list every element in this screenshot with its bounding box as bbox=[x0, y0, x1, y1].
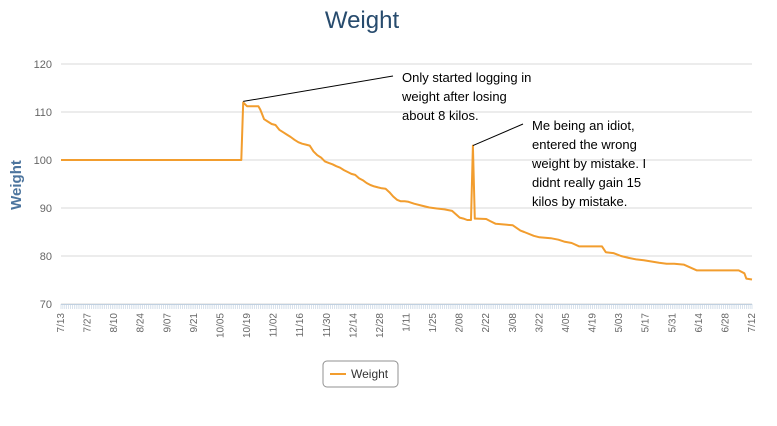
x-tick-label: 5/03 bbox=[614, 313, 625, 333]
x-tick-label: 3/22 bbox=[534, 313, 545, 333]
annotation-text: Only started logging in bbox=[402, 70, 531, 85]
legend[interactable]: Weight bbox=[322, 360, 399, 388]
y-tick-label: 110 bbox=[34, 107, 52, 119]
x-tick-label: 11/16 bbox=[295, 313, 306, 338]
x-tick-label: 9/21 bbox=[189, 313, 200, 333]
x-tick-label: 10/19 bbox=[242, 313, 253, 338]
y-tick-label: 100 bbox=[34, 155, 52, 167]
legend-box bbox=[322, 360, 399, 388]
series-layer bbox=[61, 101, 753, 281]
annotation-text: about 8 kilos. bbox=[402, 108, 479, 123]
x-tick-label: 12/28 bbox=[375, 313, 386, 338]
x-tick-label: 8/10 bbox=[109, 313, 120, 333]
x-tick-label: 7/12 bbox=[747, 313, 758, 333]
x-tick-label: 1/11 bbox=[402, 313, 413, 332]
x-tick-label: 3/08 bbox=[508, 313, 519, 333]
annotation-text: entered the wrong bbox=[532, 137, 637, 152]
y-axis-ticks: 70 80 90 100 110 120 bbox=[34, 59, 52, 311]
annotation-pointer bbox=[472, 123, 524, 147]
x-tick-label: 11/02 bbox=[269, 313, 280, 338]
x-tick-label: 2/08 bbox=[455, 313, 466, 333]
y-tick-label: 80 bbox=[40, 251, 52, 263]
x-tick-label: 5/31 bbox=[667, 313, 678, 333]
annotation-pointer bbox=[243, 75, 394, 102]
x-tick-label: 4/05 bbox=[561, 313, 572, 333]
x-tick-label: 5/17 bbox=[641, 313, 652, 333]
annotation-text: kilos by mistake. bbox=[532, 194, 627, 209]
y-axis-label: Weight bbox=[8, 160, 25, 210]
y-tick-label: 90 bbox=[40, 203, 52, 215]
x-tick-label: 9/07 bbox=[162, 313, 173, 333]
y-tick-label: 70 bbox=[40, 299, 52, 311]
x-tick-label: 12/14 bbox=[348, 313, 359, 338]
x-axis-ticks: 7/13 7/27 8/10 8/24 9/07 9/21 10/05 10/19 11/02 1… bbox=[56, 304, 758, 338]
y-tick-label: 120 bbox=[34, 59, 52, 71]
x-tick-label: 6/28 bbox=[720, 313, 731, 333]
x-tick-label: 1/25 bbox=[428, 313, 439, 333]
annotation-text: weight after losing bbox=[401, 89, 507, 104]
chart-title: Weight bbox=[325, 7, 400, 34]
x-tick-label: 8/24 bbox=[136, 313, 147, 333]
x-tick-label: 11/30 bbox=[322, 313, 333, 338]
x-tick-label: 6/14 bbox=[694, 313, 705, 333]
legend-item-label: Weight bbox=[351, 367, 389, 381]
x-tick-label: 10/05 bbox=[215, 313, 226, 338]
x-tick-label: 4/19 bbox=[588, 313, 599, 333]
annotations: Only started logging in weight after losi… bbox=[243, 70, 646, 209]
annotation-text: didnt really gain 15 bbox=[532, 175, 641, 190]
annotation-text: Me being an idiot, bbox=[532, 118, 635, 133]
x-tick-label: 2/22 bbox=[481, 313, 492, 333]
series-line bbox=[61, 101, 753, 281]
x-tick-label: 7/13 bbox=[56, 313, 67, 333]
annotation-text: weight by mistake. I bbox=[531, 156, 646, 171]
x-tick-label: 7/27 bbox=[83, 313, 94, 333]
